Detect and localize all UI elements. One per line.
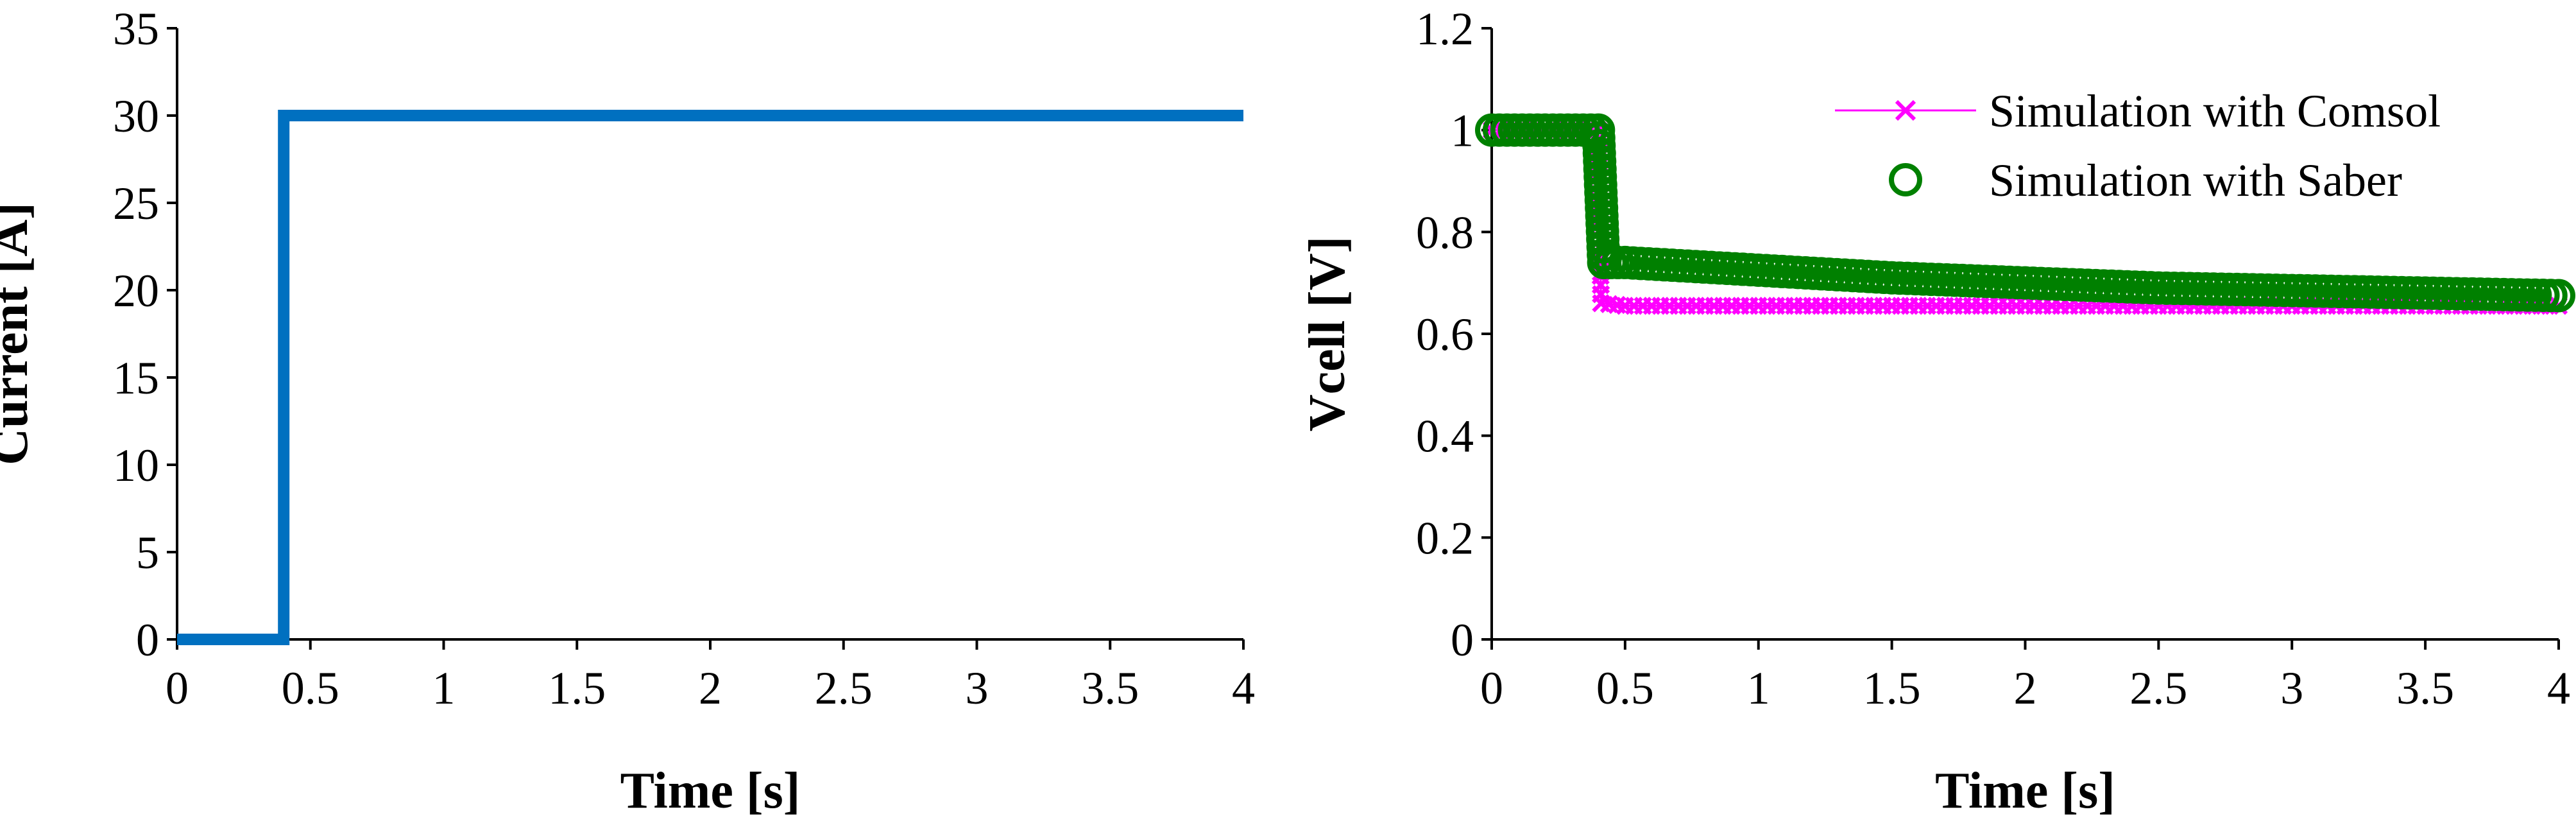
x-tick-label: 2.5 [2129, 663, 2187, 714]
x-axis-title: Time [s] [1935, 763, 2115, 819]
y-tick-label: 20 [113, 265, 159, 316]
x-tick-label: 0.5 [282, 663, 339, 714]
y-tick-label: 0.4 [1416, 411, 1474, 462]
x-tick-label: 4 [2547, 663, 2570, 714]
legend-circle-marker [1889, 163, 1922, 196]
vcell-chart: 0 0.2 0.4 0.6 0.8 1 1.2 0 0.5 1 1.5 2 2.5 3 3.5 4 Time [… [1299, 3, 2575, 819]
y-tick-label: 0 [1451, 614, 1474, 666]
y-tick-label: 0.6 [1416, 309, 1474, 360]
y-tick-label: 35 [113, 3, 159, 55]
x-tick-label: 2.5 [815, 663, 873, 714]
x-tick-label: 0 [166, 663, 189, 714]
y-axis-title: Vcell [V] [1299, 236, 1356, 431]
y-tick-label: 0.2 [1416, 512, 1474, 564]
y-tick-label: 0 [136, 614, 159, 666]
x-tick-label: 2 [2014, 663, 2037, 714]
series-0 [176, 110, 1244, 645]
x-tick-label: 0.5 [1596, 663, 1654, 714]
y-tick-label: 5 [136, 527, 159, 578]
y-tick-label: 1.2 [1416, 3, 1474, 55]
y-tick-label: 25 [113, 178, 159, 229]
legend-x-marker [1895, 100, 1916, 121]
legend-label: Simulation with Comsol [1989, 85, 2441, 137]
x-tick-label: 3 [2280, 663, 2303, 714]
x-tick-label: 4 [1232, 663, 1255, 714]
y-axis-title: Current [A] [0, 202, 38, 465]
y-tick-label: 1 [1451, 105, 1474, 157]
x-tick-label: 1 [1747, 663, 1770, 714]
x-tick-label: 2 [699, 663, 722, 714]
legend-entry-1: Simulation with Saber [1889, 155, 2402, 206]
x-tick-label: 3 [966, 663, 989, 714]
saber-marker [2542, 279, 2575, 313]
legend-entry-0: Simulation with Comsol [1835, 85, 2441, 137]
x-tick-label: 3.5 [2396, 663, 2454, 714]
legend: Simulation with Comsol Simulation with Sa… [1835, 85, 2441, 206]
series-1 [1475, 113, 2575, 313]
x-tick-label: 0 [1480, 663, 1503, 714]
y-tick-label: 10 [113, 440, 159, 491]
y-tick-label: 30 [113, 91, 159, 142]
x-tick-label: 1.5 [1863, 663, 1921, 714]
x-tick-label: 1.5 [548, 663, 606, 714]
y-tick-label: 0.8 [1416, 207, 1474, 258]
legend-label: Simulation with Saber [1989, 155, 2402, 206]
current-chart: 0 5 10 15 20 25 30 35 0 0.5 1 1.5 2 2.5 3 3.5 4 Time [s] C… [0, 3, 1255, 819]
current-line [177, 110, 1243, 645]
x-tick-label: 1 [432, 663, 456, 714]
x-tick-label: 3.5 [1081, 663, 1139, 714]
x-axis-title: Time [s] [620, 763, 801, 819]
y-tick-label: 15 [113, 352, 159, 404]
